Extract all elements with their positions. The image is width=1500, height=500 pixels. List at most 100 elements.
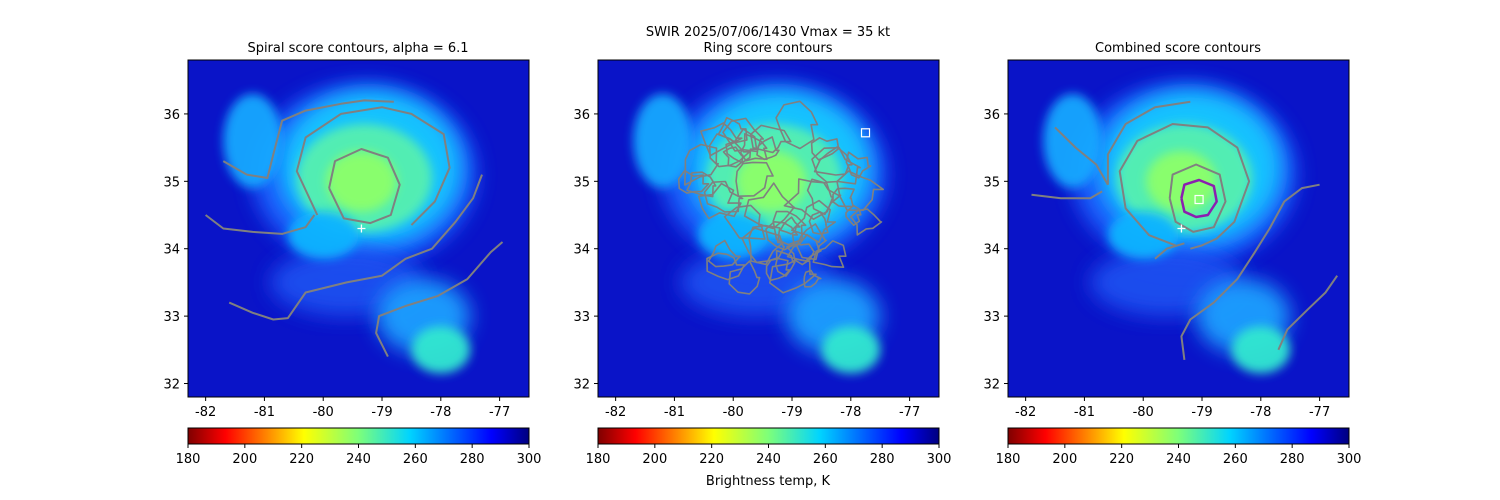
- y-tick-label: 33: [163, 310, 180, 325]
- y-axis-ticks: 32 33 34 35 36: [983, 108, 1008, 393]
- y-tick-label: 36: [163, 108, 180, 123]
- ring-score-contour: [850, 208, 883, 236]
- colorbar-tick-label: 280: [870, 452, 895, 467]
- brightness-heatmap: [598, 60, 939, 397]
- score-contour: [1277, 275, 1339, 351]
- score-contours: [204, 99, 504, 358]
- ring-score-contour: [723, 204, 766, 240]
- colorbar-ticks: 180 200 220 240 260 280 300: [996, 444, 1362, 467]
- colorbar-ticks: 180 200 220 240 260 280 300: [586, 444, 952, 467]
- plot-frame: [187, 59, 530, 398]
- best-track-plus-marker: [1177, 224, 1186, 233]
- x-tick-label: -82: [1015, 405, 1036, 420]
- ring-score-contour: [677, 169, 710, 194]
- colorbar-tick-label: 300: [1337, 452, 1362, 467]
- colorbar-tick-label: 200: [1052, 452, 1077, 467]
- x-tick-label: -80: [723, 405, 744, 420]
- y-tick-label: 35: [163, 175, 180, 190]
- colorbar-tick-label: 180: [176, 452, 201, 467]
- ring-score-contour: [845, 204, 862, 226]
- ring-score-contour: [765, 221, 799, 251]
- ring-score-contour: [686, 171, 717, 198]
- y-tick-label: 32: [983, 378, 1000, 393]
- markers: [1177, 194, 1204, 233]
- score-contour: [1154, 242, 1185, 260]
- panel-title: Combined score contours: [1095, 41, 1261, 56]
- x-tick-label: -79: [1191, 405, 1212, 420]
- y-tick-label: 34: [983, 243, 1000, 258]
- y-tick-label: 34: [163, 243, 180, 258]
- ring-score-contour: [741, 227, 786, 264]
- ring-score-contour: [739, 133, 768, 162]
- y-tick-label: 35: [573, 175, 590, 190]
- x-tick-label: -77: [489, 405, 510, 420]
- ring-score-contour: [769, 258, 817, 294]
- score-contour: [1106, 100, 1191, 185]
- estimated-center-square-marker: [1194, 194, 1204, 205]
- x-tick-label: -78: [430, 405, 451, 420]
- score-contour: [375, 241, 504, 358]
- score-contour: [204, 214, 316, 235]
- x-tick-label: -79: [371, 405, 392, 420]
- panel-spiral: Spiral score contours, alpha = 6.1 -82 -8…: [163, 41, 541, 467]
- cloud-blob: [1043, 93, 1103, 189]
- x-tick-label: -82: [195, 405, 216, 420]
- x-tick-label: -82: [605, 405, 626, 420]
- estimated-center-square-marker: [860, 128, 871, 138]
- y-tick-label: 33: [983, 310, 1000, 325]
- colorbar-tick-label: 220: [1109, 452, 1134, 467]
- x-tick-label: -77: [1309, 405, 1330, 420]
- y-tick-label: 35: [983, 175, 1000, 190]
- colorbar-tick-label: 240: [756, 452, 781, 467]
- score-contour: [228, 174, 483, 321]
- ring-score-contour: [765, 257, 791, 282]
- ring-score-contour: [756, 136, 780, 161]
- ring-score-contour: [836, 170, 884, 211]
- ring-score-contour: [775, 100, 819, 150]
- x-axis-ticks: -82 -81 -80 -79 -78 -77: [605, 397, 920, 420]
- ring-score-contour: [700, 122, 743, 157]
- cloud-blob: [326, 150, 397, 212]
- colorbar-gradient: [187, 427, 530, 445]
- cloud-blob: [633, 93, 693, 189]
- y-tick-label: 33: [573, 310, 590, 325]
- y-tick-label: 36: [983, 108, 1000, 123]
- cloud-blob: [821, 326, 881, 374]
- ring-score-contour: [775, 249, 796, 277]
- colorbar-tick-label: 200: [232, 452, 257, 467]
- colorbar-gradient: [1007, 427, 1350, 445]
- score-contours: [677, 100, 884, 295]
- panel-combined: Combined score contours -82 -81 -80 -79 -78-…: [983, 41, 1361, 467]
- y-tick-label: 32: [573, 378, 590, 393]
- plot-frame: [597, 59, 940, 398]
- cloud-blob: [1107, 211, 1179, 259]
- combined-max-contour: [1180, 178, 1218, 219]
- colorbar-tick-label: 200: [642, 452, 667, 467]
- y-axis-ticks: 32 33 34 35 36: [573, 108, 598, 393]
- ring-score-contour: [803, 269, 822, 288]
- colorbar-tick-label: 280: [460, 452, 485, 467]
- x-tick-label: -78: [1250, 405, 1271, 420]
- panel-ring: Ring score contours -82 -81 -80 -79 -78 -77 3…: [573, 41, 951, 467]
- colorbar-ticks: 180 200 220 240 260 280 300: [176, 444, 541, 467]
- ring-score-contour: [717, 116, 748, 144]
- plot-frame: [1007, 59, 1350, 398]
- y-tick-label: 34: [573, 243, 590, 258]
- best-track-plus-marker: [357, 224, 366, 233]
- y-tick-label: 32: [163, 378, 180, 393]
- colorbar: 180 200 220 240 260 280 300: [996, 427, 1362, 467]
- panel-title: Ring score contours: [703, 41, 832, 56]
- colorbar: 180 200 220 240 260 280 300: [176, 427, 541, 467]
- score-contour: [1054, 126, 1109, 186]
- ring-score-contour: [722, 146, 744, 168]
- colorbar-tick-label: 300: [927, 452, 952, 467]
- ring-score-contour: [845, 151, 872, 179]
- x-axis-ticks: -82 -81 -80 -79 -78 -77: [195, 397, 510, 420]
- x-tick-label: -79: [781, 405, 802, 420]
- panel-title: Spiral score contours, alpha = 6.1: [247, 41, 468, 56]
- y-tick-label: 36: [573, 108, 590, 123]
- score-contour: [222, 99, 394, 179]
- colorbar-tick-label: 220: [699, 452, 724, 467]
- x-tick-label: -81: [1074, 405, 1095, 420]
- cloud-blob: [223, 93, 283, 189]
